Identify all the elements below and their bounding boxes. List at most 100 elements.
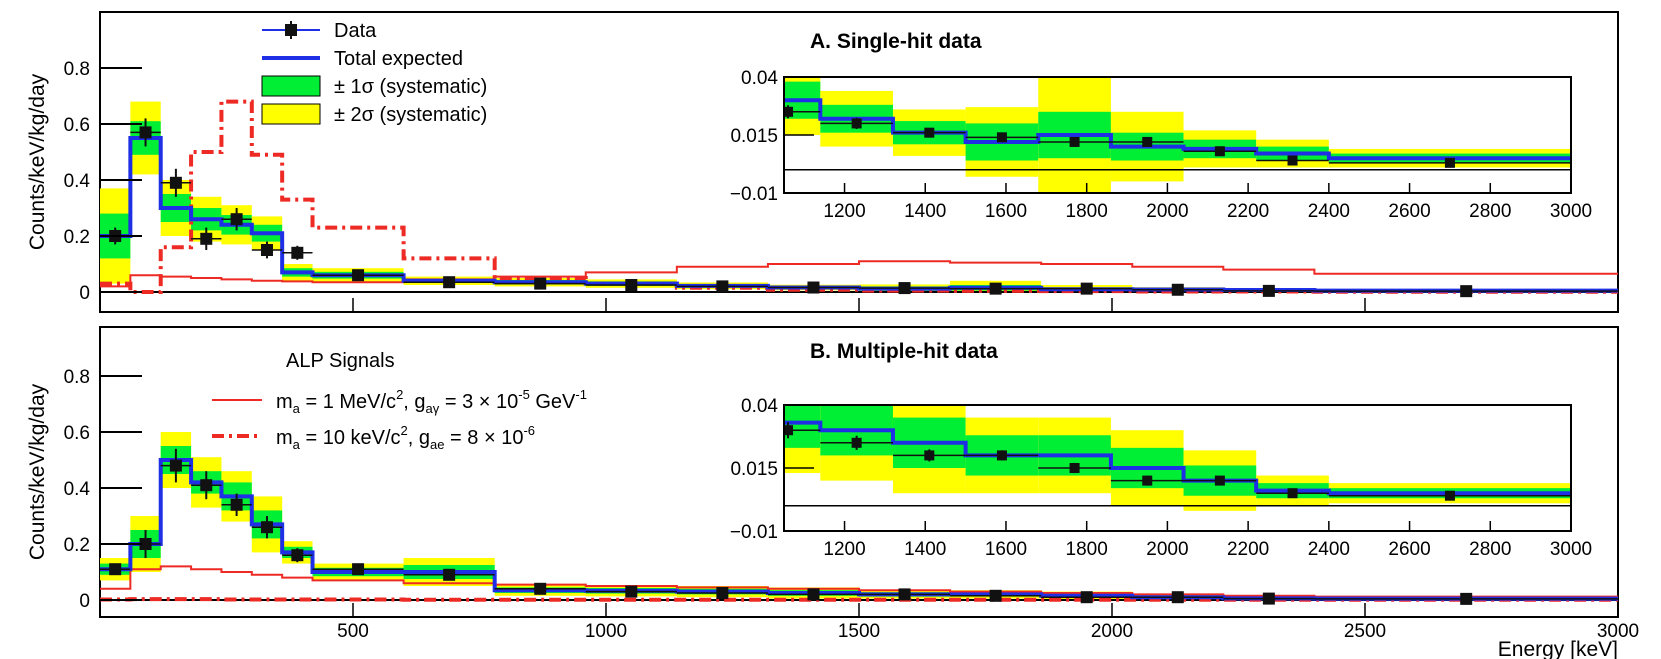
legend-signal-dash-g: , g	[408, 427, 430, 449]
data-point	[898, 588, 911, 601]
legend-signal-solid-label: ma = 1 MeV/c2, gaγ = 3 × 10-5 GeV-1	[276, 387, 587, 416]
legend-signal-dash-m-sub: a	[293, 437, 301, 452]
legend-sys1-label: ± 1σ (systematic)	[334, 76, 487, 98]
legend-signal-solid-unit: GeV	[530, 391, 576, 413]
data-point	[625, 279, 638, 291]
legend-signal-dash-value: = 8 × 10	[444, 427, 523, 449]
legend-signal-dash-mass: = 10 keV/c	[300, 427, 401, 449]
inset-data-point	[783, 106, 794, 117]
data-point	[989, 589, 1002, 602]
inset-data-point	[1444, 490, 1455, 501]
legend-signal-solid-m: m	[276, 391, 293, 413]
x-tick-label: 1000	[585, 621, 627, 642]
inset-x-tick-label: 2000	[1146, 201, 1188, 222]
data-point	[1080, 591, 1093, 604]
legend-signal-solid-g: , g	[403, 391, 425, 413]
inset-y-tick-label: 0.04	[741, 396, 778, 417]
inset-data-point	[851, 437, 862, 448]
legend-signal-solid-mass: = 1 MeV/c	[300, 391, 396, 413]
legend-signal-solid-unit-exp: -1	[575, 387, 587, 402]
legend-alp-title: ALP Signals	[286, 350, 395, 372]
legend-signal-dash-label: ma = 10 keV/c2, gae = 8 × 10-6	[276, 423, 535, 452]
inset-total-series	[784, 420, 1571, 496]
inset-x-tick-label: 2400	[1308, 201, 1350, 222]
y-tick-label: 0.2	[64, 535, 90, 556]
data-point	[230, 498, 243, 511]
inset-data-point	[1287, 488, 1298, 499]
inset-x-tick-label: 2800	[1469, 201, 1511, 222]
legend-signal-dash-mass-sup: 2	[401, 423, 408, 438]
inset-x-tick-label: 1200	[823, 201, 865, 222]
legend-signal-solid-mass-sup: 2	[396, 387, 403, 402]
x-tick-label: 500	[337, 621, 369, 642]
data-point	[1262, 592, 1275, 605]
legend-total-label: Total expected	[334, 48, 463, 70]
inset-plot: −0.01 0.015 0.04 1200 1400 1600 1800 2000 2200 24…	[730, 396, 1592, 560]
inset-x-tick-label: 1800	[1066, 201, 1108, 222]
inset-y-tick-label: 0.04	[741, 68, 778, 89]
data-point	[1171, 591, 1184, 604]
data-point	[534, 582, 547, 595]
inset-total-series	[784, 98, 1571, 161]
inset-x-tick-label: 1800	[1066, 539, 1108, 560]
legend-alp: ALP Signals ma = 1 MeV/c2, gaγ = 3 × 10-…	[212, 350, 587, 452]
x-tick-label: 3000	[1597, 621, 1639, 642]
inset-data-point	[1287, 155, 1298, 166]
y-tick-label: 0	[79, 591, 90, 612]
x-tick-label: 2500	[1344, 621, 1386, 642]
data-point	[291, 549, 304, 562]
y-tick-label: 0	[79, 283, 90, 304]
x-tick-label: 1500	[838, 621, 880, 642]
y-tick-label: 0.4	[64, 479, 91, 500]
x-axis-label: Energy [keV]	[1498, 638, 1618, 659]
inset-x-tick-label: 2200	[1227, 539, 1269, 560]
legend-data-marker	[285, 24, 297, 36]
data-point	[169, 459, 182, 472]
inset-x-tick-label: 3000	[1550, 539, 1592, 560]
data-point	[625, 585, 638, 598]
legend-signal-dash-exp: -6	[523, 423, 535, 438]
y-tick-label: 0.4	[64, 171, 91, 192]
data-point	[716, 280, 729, 293]
y-tick-label: 0.8	[64, 367, 90, 388]
inset-x-tick-label: 1400	[904, 201, 946, 222]
legend-signal-dash-g-sub: ae	[430, 437, 444, 452]
data-point	[169, 176, 182, 189]
inset-data-point	[1142, 475, 1153, 486]
data-point	[534, 277, 547, 290]
data-point	[1262, 284, 1275, 297]
inset-plot: −0.01 0.015 0.04 1200 1400 1600 1800 2000 2200 24…	[730, 68, 1592, 222]
inset-x-tick-label: 2600	[1388, 201, 1430, 222]
y-tick-label: 0.6	[64, 423, 90, 444]
legend-main: Data Total expected ± 1σ (systematic) ± …	[261, 20, 487, 126]
data-point	[716, 587, 729, 599]
data-point	[139, 538, 152, 550]
inset-x-tick-label: 2800	[1469, 539, 1511, 560]
panel-b-title: B. Multiple-hit data	[810, 340, 998, 363]
y-tick-label: 0.6	[64, 115, 90, 136]
y-axis-label-b: Counts/keV/kg/day	[26, 383, 49, 560]
data-point	[260, 521, 273, 534]
data-point	[1460, 285, 1473, 298]
inset-x-tick-label: 2000	[1146, 539, 1188, 560]
data-point	[898, 282, 911, 295]
legend-data-label: Data	[334, 20, 377, 42]
legend-signal-dash-m: m	[276, 427, 293, 449]
inset-x-tick-label: 3000	[1550, 201, 1592, 222]
y-tick-label: 0.2	[64, 227, 90, 248]
data-point	[230, 213, 243, 226]
data-point	[807, 281, 820, 294]
legend-signal-solid-g-sub: aγ	[426, 401, 440, 416]
inset-data-point	[924, 450, 935, 461]
data-point	[1171, 283, 1184, 296]
inset-data-point	[1444, 157, 1455, 168]
inset-x-tick-label: 1400	[904, 539, 946, 560]
inset-data-point	[996, 450, 1007, 461]
data-point	[807, 588, 820, 601]
y-axis-label-a: Counts/keV/kg/day	[26, 73, 49, 250]
inset-y-tick-label: −0.01	[730, 184, 778, 205]
legend-sys2-swatch	[261, 103, 321, 125]
data-point	[989, 282, 1002, 295]
legend-sys1-swatch	[261, 75, 321, 97]
